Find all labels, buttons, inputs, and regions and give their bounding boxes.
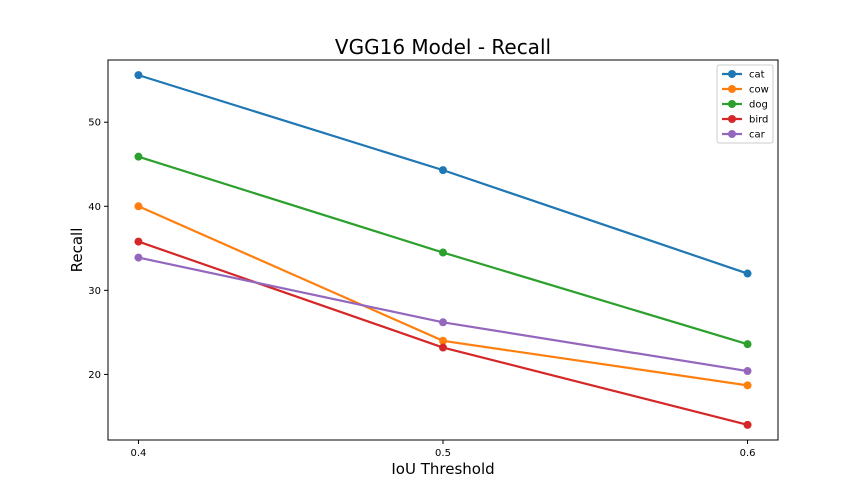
legend-label-car: car [749, 130, 766, 141]
y-tick-label: 20 [88, 370, 101, 381]
data-point-cat [439, 166, 447, 175]
series-line-car [138, 256, 748, 373]
y-tick-label: 40 [88, 202, 101, 213]
legend-marker-bird [728, 115, 736, 123]
y-tick-label: 30 [88, 286, 101, 297]
series-line-cow [138, 205, 748, 387]
data-point-bird [743, 420, 752, 429]
legend-marker-cow [728, 85, 736, 93]
x-axis-title: IoU Threshold [391, 460, 494, 478]
data-point-cow [743, 381, 752, 390]
y-axis-title: Recall [68, 228, 86, 273]
legend: cat cow dog bird car [716, 64, 774, 144]
x-tick-label: 0.6 [740, 448, 756, 459]
data-point-dog [134, 152, 143, 161]
legend-marker-dog [728, 100, 736, 108]
series-line-bird [138, 240, 748, 426]
legend-label-cow: cow [749, 85, 769, 96]
data-point-dog [743, 340, 752, 349]
legend-marker-car [728, 130, 736, 138]
data-point-dog [439, 248, 447, 257]
plot-area: 0.4 0.5 0.6 20 30 40 50 [88, 59, 779, 459]
legend-label-cat: cat [749, 70, 765, 81]
x-tick-label: 0.4 [131, 448, 147, 459]
data-point-car [439, 318, 447, 327]
data-point-cat [743, 269, 752, 278]
legend-label-bird: bird [749, 115, 768, 126]
data-point-cat [134, 71, 143, 80]
data-point-bird [439, 343, 447, 352]
series-layer [134, 71, 752, 429]
legend-label-dog: dog [749, 100, 768, 111]
y-axis: 20 30 40 50 [88, 118, 108, 381]
legend-marker-cat [728, 70, 736, 78]
chart-title: VGG16 Model - Recall [335, 35, 551, 59]
y-tick-label: 50 [88, 118, 101, 129]
data-point-cow [134, 202, 143, 211]
data-point-car [134, 253, 143, 262]
x-axis: 0.4 0.5 0.6 [131, 440, 756, 459]
x-tick-label: 0.5 [435, 448, 451, 459]
legend-frame [716, 64, 774, 144]
data-point-bird [134, 237, 143, 246]
data-point-car [743, 367, 752, 376]
series-line-cat [138, 74, 748, 275]
data-point-cow [439, 336, 447, 345]
